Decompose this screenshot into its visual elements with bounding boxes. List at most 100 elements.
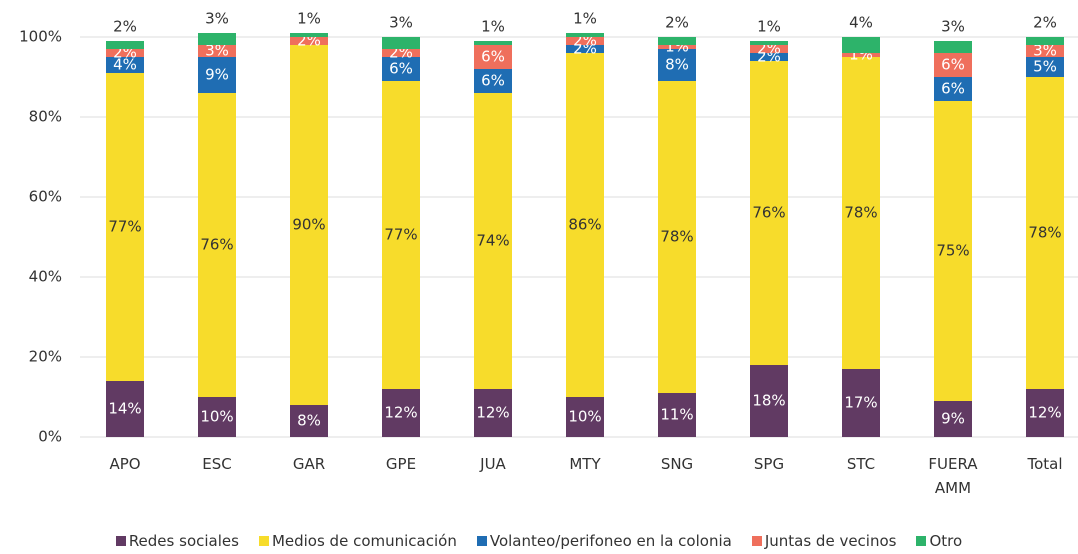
legend-label: Otro (929, 532, 963, 550)
bar-segment (382, 81, 420, 389)
bar-segment (106, 381, 144, 437)
bar-segment (842, 37, 880, 53)
bar-segment (1026, 389, 1064, 437)
x-tick-label: SPG (753, 455, 785, 473)
bar-segment (106, 41, 144, 49)
data-label: 6% (481, 48, 505, 66)
bar-segment (290, 37, 328, 45)
data-label: 3% (941, 18, 965, 36)
legend-item: Medios de comunicación (258, 532, 457, 550)
data-label: 76% (752, 204, 785, 222)
x-tick-label: MTY (569, 455, 601, 473)
bar-segment (566, 397, 604, 437)
bar-segment (934, 101, 972, 401)
bar-segment (750, 45, 788, 53)
bar-segment (1026, 57, 1064, 77)
data-label: 10% (568, 408, 601, 426)
bar-segment (198, 397, 236, 437)
legend-label: Redes sociales (128, 532, 239, 550)
bar-segment (658, 45, 696, 49)
data-label: 14% (108, 400, 141, 418)
x-tick-label: JUA (480, 455, 506, 473)
data-label: 11% (660, 406, 693, 424)
bar-segment (842, 369, 880, 437)
bar-segment (290, 33, 328, 37)
bar-segment (474, 93, 512, 389)
data-label: 9% (941, 410, 965, 428)
x-tick-label: SNG (660, 455, 694, 473)
bar-segment (750, 61, 788, 365)
bar-segment (934, 41, 972, 53)
bar-segment (1026, 37, 1064, 45)
bar-segment (382, 37, 420, 49)
legend-label: Juntas de vecinos (764, 532, 897, 550)
data-label: 77% (108, 218, 141, 236)
bar-segment (934, 401, 972, 437)
bar-segment (566, 33, 604, 37)
data-label: 18% (752, 392, 785, 410)
data-label: 78% (660, 228, 693, 246)
data-label: 4% (113, 56, 137, 74)
legend-label: Medios de comunicación (271, 532, 457, 550)
bar-segment (290, 45, 328, 405)
y-tick-label: 0% (38, 428, 62, 446)
x-tick-label: Total (1027, 455, 1063, 473)
bar-segment (566, 45, 604, 53)
data-label: 6% (941, 80, 965, 98)
data-label: 8% (297, 412, 321, 430)
legend: Redes sociales Medios de comunicación Vola… (0, 532, 1078, 550)
bar-segment (1026, 45, 1064, 57)
data-label: 6% (481, 72, 505, 90)
data-label: 8% (665, 56, 689, 74)
x-tick-label: APO (109, 455, 141, 473)
data-label: 1% (757, 18, 781, 36)
data-label: 3% (389, 14, 413, 32)
bar-segment (106, 73, 144, 381)
bar-segment (382, 57, 420, 81)
legend-label: Volanteo/perifoneo en la colonia (489, 532, 732, 550)
y-tick-label: 80% (29, 108, 62, 126)
bar-segment (474, 69, 512, 93)
data-label: 1% (297, 10, 321, 28)
legend-swatch (751, 536, 762, 546)
data-label: 1% (573, 10, 597, 28)
y-tick-label: 40% (29, 268, 62, 286)
data-label: 6% (389, 60, 413, 78)
x-tick-label: STC (846, 455, 876, 473)
bar-segment (198, 45, 236, 57)
bar-segment (566, 37, 604, 45)
legend-swatch (476, 536, 487, 546)
bar-segment (750, 41, 788, 45)
data-label: 5% (1033, 58, 1057, 76)
data-label: 2% (1033, 14, 1057, 32)
data-label: 4% (849, 14, 873, 32)
bar-segment (842, 57, 880, 369)
bar-segment (474, 389, 512, 437)
bar-segment (198, 33, 236, 45)
bar-segment (750, 365, 788, 437)
x-tick-label: GPE (385, 455, 417, 473)
data-label: 74% (476, 232, 509, 250)
bar-segment (658, 81, 696, 393)
bar-segment (290, 405, 328, 437)
x-tick-label: ESC (202, 455, 232, 473)
data-label: 3% (205, 42, 229, 60)
data-label: 2% (665, 14, 689, 32)
data-label: 3% (205, 10, 229, 28)
data-label: 12% (476, 404, 509, 422)
bar-segment (106, 49, 144, 57)
data-label: 78% (1028, 224, 1061, 242)
y-tick-label: 60% (29, 188, 62, 206)
bar-segment (474, 45, 512, 69)
legend-swatch (258, 536, 269, 546)
bar-segment (658, 49, 696, 81)
bar-segment (750, 53, 788, 61)
bar-segment (842, 53, 880, 57)
bar-segment (198, 93, 236, 397)
data-label: 17% (844, 394, 877, 412)
x-tick-label: FUERA AMM (928, 455, 978, 497)
bar-segment (382, 389, 420, 437)
bar-segment (934, 53, 972, 77)
